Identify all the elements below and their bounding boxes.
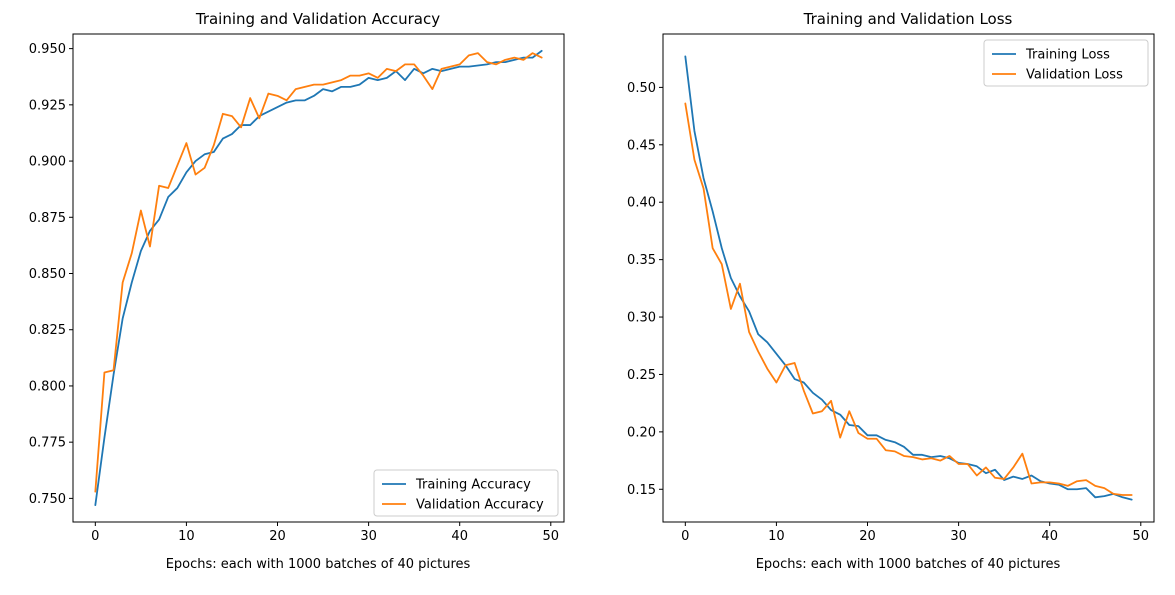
x-tick-label: 20 (859, 529, 876, 544)
series-line-0 (684, 55, 1133, 501)
x-axis-label: Epochs: each with 1000 batches of 40 pic… (756, 557, 1061, 572)
x-tick-label: 50 (543, 529, 560, 544)
x-tick-label: 40 (451, 529, 468, 544)
y-tick-label: 0.15 (627, 483, 656, 498)
y-tick-label: 0.850 (29, 267, 66, 282)
y-tick-label: 0.825 (29, 323, 66, 338)
chart-title: Training and Validation Accuracy (195, 10, 440, 28)
y-tick-label: 0.35 (627, 253, 656, 268)
x-tick-label: 30 (950, 529, 967, 544)
legend-box (983, 39, 1149, 87)
x-tick-label: 50 (1133, 529, 1150, 544)
y-tick-label: 0.900 (29, 155, 66, 170)
legend-label: Training Accuracy (415, 478, 531, 493)
y-tick-label: 0.30 (627, 311, 656, 326)
y-tick-label: 0.50 (627, 81, 656, 96)
plot-frame (72, 33, 565, 523)
series-layer (94, 49, 543, 507)
y-tick-label: 0.45 (627, 138, 656, 153)
x-tick-label: 0 (91, 529, 99, 544)
y-tick-label: 0.775 (29, 436, 66, 451)
accuracy-chart: Training and Validation Accuracy Epochs:… (29, 10, 565, 572)
legend: Training Accuracy Validation Accuracy (373, 469, 559, 517)
y-tick-label: 0.875 (29, 211, 66, 226)
legend-box (373, 469, 559, 517)
chart-title: Training and Validation Loss (803, 10, 1013, 28)
series-layer (684, 55, 1133, 501)
tick-layer: 0 10 20 30 40 50 0.750 0.775 0.800 0.825 0.850 0.87… (29, 42, 559, 544)
x-tick-label: 30 (360, 529, 377, 544)
series-line-1 (684, 102, 1133, 496)
tick-layer: 0 10 20 30 40 50 0.15 0.20 0.25 0.30 0.35 0.40 0.45 0… (627, 81, 1149, 544)
x-tick-label: 20 (269, 529, 286, 544)
y-tick-label: 0.925 (29, 98, 66, 113)
x-tick-label: 10 (768, 529, 785, 544)
legend-label: Validation Loss (1026, 68, 1123, 83)
legend: Training Loss Validation Loss (983, 39, 1149, 87)
y-tick-label: 0.25 (627, 368, 656, 383)
legend-label: Training Loss (1025, 48, 1110, 63)
legend-label: Validation Accuracy (416, 498, 544, 513)
x-tick-label: 0 (681, 529, 689, 544)
y-tick-label: 0.950 (29, 42, 66, 57)
x-tick-label: 40 (1041, 529, 1058, 544)
y-tick-label: 0.20 (627, 425, 656, 440)
x-axis-label: Epochs: each with 1000 batches of 40 pic… (166, 557, 471, 572)
plot-frame (662, 33, 1155, 523)
series-line-0 (94, 49, 543, 507)
y-tick-label: 0.800 (29, 379, 66, 394)
y-tick-label: 0.40 (627, 196, 656, 211)
x-tick-label: 10 (178, 529, 195, 544)
y-tick-label: 0.750 (29, 492, 66, 507)
series-line-1 (94, 52, 543, 493)
loss-chart: Training and Validation Loss Epochs: eac… (627, 10, 1155, 572)
